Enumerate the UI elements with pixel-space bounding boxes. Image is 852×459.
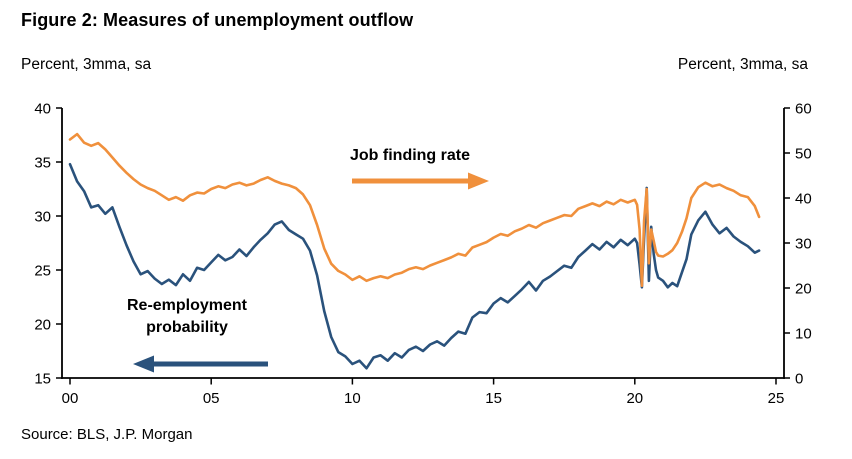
reemployment-arrow	[133, 355, 268, 373]
series-job-finding-rate	[68, 132, 761, 288]
series-re-employment-probability	[68, 162, 761, 370]
right-tick-label: 60	[795, 101, 812, 118]
left-tick-label: 25	[34, 263, 51, 280]
right-tick-label: 0	[795, 371, 803, 388]
left-tick-label: 40	[34, 101, 51, 118]
left-axis-caption: Percent, 3mma, sa	[21, 56, 152, 73]
left-tick-label: 15	[34, 371, 51, 388]
right-axis-caption: Percent, 3mma, sa	[677, 56, 808, 73]
x-tick-label: 00	[62, 390, 79, 407]
right-tick-label: 20	[795, 281, 812, 298]
right-tick-label: 50	[795, 146, 812, 163]
left-tick-label: 20	[34, 317, 51, 334]
reemployment-label-line1: Re-employment	[126, 297, 248, 314]
right-tick-label: 40	[795, 191, 812, 208]
reemployment-label-line2: probability	[146, 319, 228, 336]
x-tick-label: 25	[768, 390, 785, 407]
chart-title: Figure 2: Measures of unemployment outfl…	[21, 10, 414, 30]
x-tick-label: 15	[485, 390, 502, 407]
x-tick-label: 10	[344, 390, 361, 407]
job-finding-rate-label: Job finding rate	[350, 147, 470, 164]
left-tick-label: 30	[34, 209, 51, 226]
x-axis: 00 05 10 15 20 25	[62, 378, 785, 407]
right-tick-label: 30	[795, 236, 812, 253]
left-tick-label: 35	[34, 155, 51, 172]
job-finding-arrow	[352, 172, 489, 190]
right-tick-label: 10	[795, 326, 812, 343]
x-tick-label: 20	[626, 390, 643, 407]
reemployment-probability-label: Re-employment probability	[98, 295, 276, 339]
x-tick-label: 05	[203, 390, 220, 407]
y-axis-left: 15 20 25 30 35 40	[34, 101, 62, 388]
y-axis-right: 0 10 20 30 40 50 60	[784, 101, 812, 388]
source-text: Source: BLS, J.P. Morgan	[21, 426, 193, 443]
